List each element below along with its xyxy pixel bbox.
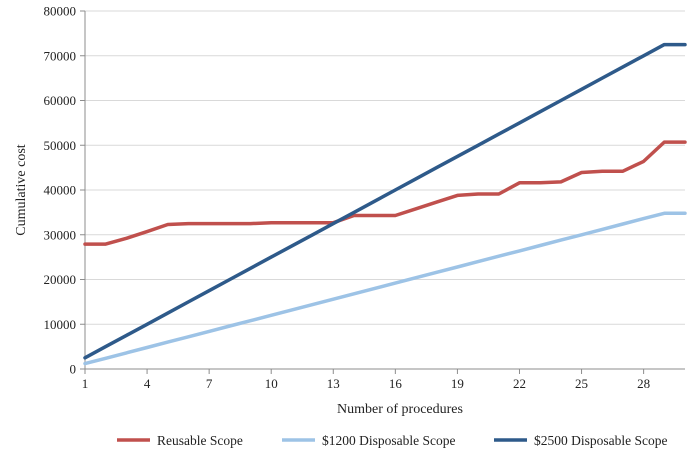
x-tick-label: 13 bbox=[327, 376, 340, 391]
x-tick-label: 19 bbox=[451, 376, 464, 391]
y-tick-label: 30000 bbox=[44, 227, 77, 242]
series-line-1 bbox=[83, 211, 687, 366]
legend: Reusable Scope $1200 Disposable Scope $2… bbox=[117, 433, 667, 448]
y-tick-label: 0 bbox=[70, 362, 77, 377]
y-tick-label: 50000 bbox=[44, 138, 77, 153]
x-tick-label: 28 bbox=[637, 376, 650, 391]
legend-label-1200: $1200 Disposable Scope bbox=[322, 433, 455, 448]
series-line-2 bbox=[83, 42, 687, 360]
x-tick-label: 4 bbox=[144, 376, 151, 391]
series-line-0 bbox=[83, 140, 687, 246]
x-tick-label: 25 bbox=[575, 376, 588, 391]
axes bbox=[80, 10, 685, 374]
y-tick-label: 40000 bbox=[44, 183, 77, 198]
x-tick-label: 10 bbox=[265, 376, 278, 391]
x-tick-label: 22 bbox=[513, 376, 526, 391]
x-tick-label: 7 bbox=[206, 376, 213, 391]
series-lines bbox=[83, 42, 687, 366]
y-tick-labels: 0 10000 20000 30000 40000 50000 60000 70000 8000… bbox=[44, 4, 77, 377]
y-axis-title: Cumulative cost bbox=[14, 144, 29, 235]
y-tick-label: 20000 bbox=[44, 272, 77, 287]
x-tick-label: 16 bbox=[389, 376, 403, 391]
y-tick-label: 60000 bbox=[44, 93, 77, 108]
x-axis-title: Number of procedures bbox=[337, 402, 463, 417]
y-tick-label: 80000 bbox=[44, 4, 77, 19]
x-tick-label: 1 bbox=[82, 376, 89, 391]
y-tick-label: 70000 bbox=[44, 48, 77, 63]
x-tick-labels: 1 4 7 10 13 16 19 22 25 28 bbox=[82, 376, 650, 391]
gridlines bbox=[85, 10, 685, 325]
legend-label-2500: $2500 Disposable Scope bbox=[534, 433, 667, 448]
y-tick-label: 10000 bbox=[44, 317, 77, 332]
legend-label-reusable: Reusable Scope bbox=[157, 433, 243, 448]
